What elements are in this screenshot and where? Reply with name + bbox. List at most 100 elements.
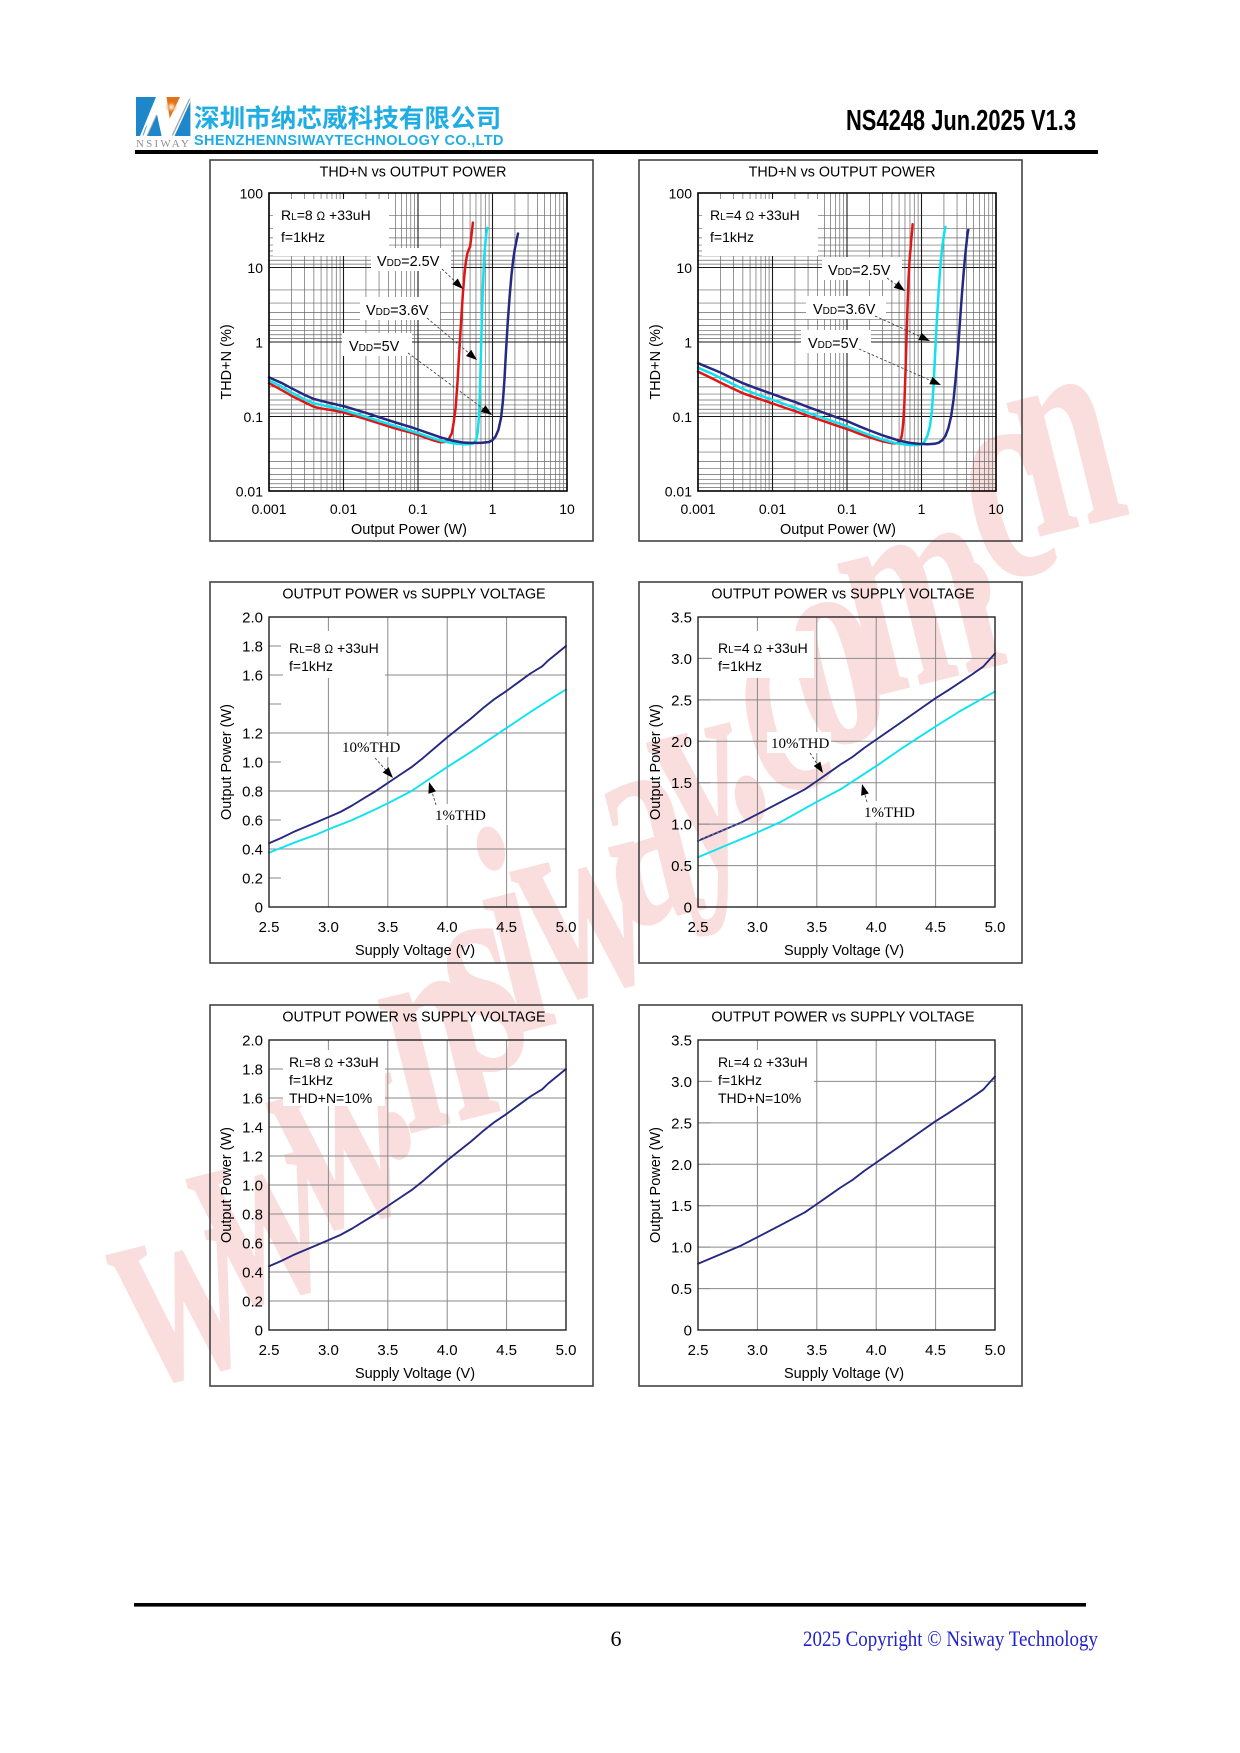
svg-text:f=1kHz: f=1kHz	[718, 1072, 762, 1088]
svg-text:Output Power (W): Output Power (W)	[648, 1127, 664, 1243]
svg-text:RL=8 Ω +33uH: RL=8 Ω +33uH	[281, 207, 371, 223]
svg-text:VDD=5V: VDD=5V	[349, 339, 400, 355]
svg-text:3.0: 3.0	[747, 1342, 768, 1359]
svg-text:1.0: 1.0	[242, 1178, 263, 1195]
svg-text:RL=8 Ω +33uH: RL=8 Ω +33uH	[289, 640, 379, 656]
svg-text:THD+N vs OUTPUT POWER: THD+N vs OUTPUT POWER	[320, 165, 507, 181]
svg-text:0.01: 0.01	[330, 501, 357, 517]
svg-text:0.4: 0.4	[242, 1265, 263, 1282]
svg-text:4.0: 4.0	[437, 919, 458, 936]
svg-text:10%THD: 10%THD	[771, 736, 829, 752]
svg-text:0.01: 0.01	[236, 484, 263, 500]
svg-text:4.5: 4.5	[496, 1342, 517, 1359]
svg-text:4.5: 4.5	[925, 919, 946, 936]
svg-text:2.0: 2.0	[242, 1033, 263, 1050]
svg-text:Supply Voltage (V): Supply Voltage (V)	[784, 943, 904, 959]
svg-text:100: 100	[669, 186, 693, 202]
svg-text:OUTPUT POWER vs SUPPLY VOLTAGE: OUTPUT POWER vs SUPPLY VOLTAGE	[282, 587, 545, 603]
svg-text:1.8: 1.8	[242, 1062, 263, 1079]
svg-text:OUTPUT POWER vs SUPPLY VOLTAGE: OUTPUT POWER vs SUPPLY VOLTAGE	[282, 1010, 545, 1026]
svg-text:5.0: 5.0	[556, 919, 577, 936]
svg-text:NS4248 Jun.2025 V1.3: NS4248 Jun.2025 V1.3	[846, 105, 1076, 137]
svg-text:0.1: 0.1	[408, 501, 428, 517]
svg-text:0.2: 0.2	[242, 1294, 263, 1311]
svg-text:THD+N=10%: THD+N=10%	[289, 1090, 372, 1106]
svg-text:0.01: 0.01	[759, 501, 786, 517]
svg-text:VDD=3.6V: VDD=3.6V	[366, 303, 429, 319]
svg-text:2.0: 2.0	[671, 734, 692, 751]
svg-text:3.5: 3.5	[377, 919, 398, 936]
svg-text:VDD=2.5V: VDD=2.5V	[828, 263, 891, 279]
svg-text:Output Power (W): Output Power (W)	[219, 704, 235, 820]
svg-text:2.5: 2.5	[259, 1342, 280, 1359]
svg-text:VDD=5V: VDD=5V	[808, 336, 859, 352]
svg-text:f=1kHz: f=1kHz	[289, 658, 333, 674]
svg-text:2.0: 2.0	[242, 610, 263, 627]
svg-text:f=1kHz: f=1kHz	[718, 658, 762, 674]
svg-text:1.5: 1.5	[671, 775, 692, 792]
svg-text:2.5: 2.5	[688, 919, 709, 936]
svg-text:RL=4 Ω +33uH: RL=4 Ω +33uH	[710, 207, 800, 223]
svg-text:VDD=2.5V: VDD=2.5V	[377, 254, 440, 270]
svg-text:f=1kHz: f=1kHz	[710, 229, 754, 245]
svg-text:Supply Voltage (V): Supply Voltage (V)	[355, 1366, 475, 1382]
svg-text:Output Power (W): Output Power (W)	[780, 522, 896, 538]
svg-text:Output Power (W): Output Power (W)	[219, 1127, 235, 1243]
svg-text:0.5: 0.5	[671, 1281, 692, 1298]
svg-text:10: 10	[559, 501, 575, 517]
svg-text:2.5: 2.5	[259, 919, 280, 936]
svg-text:0: 0	[684, 900, 692, 917]
svg-text:10%THD: 10%THD	[342, 740, 400, 756]
svg-text:3.5: 3.5	[806, 1342, 827, 1359]
svg-text:1.2: 1.2	[242, 1149, 263, 1166]
svg-text:2.5: 2.5	[671, 692, 692, 709]
svg-text:4.5: 4.5	[925, 1342, 946, 1359]
svg-text:100: 100	[240, 186, 264, 202]
svg-text:THD+N=10%: THD+N=10%	[718, 1090, 801, 1106]
svg-text:0.001: 0.001	[251, 501, 286, 517]
svg-text:1: 1	[489, 501, 497, 517]
svg-text:1.0: 1.0	[242, 755, 263, 772]
svg-text:f=1kHz: f=1kHz	[281, 229, 325, 245]
svg-text:OUTPUT POWER vs SUPPLY VOLTAGE: OUTPUT POWER vs SUPPLY VOLTAGE	[711, 1010, 974, 1026]
svg-text:Output Power (W): Output Power (W)	[648, 704, 664, 820]
svg-text:0.001: 0.001	[680, 501, 715, 517]
svg-text:1%THD: 1%THD	[435, 808, 486, 824]
svg-text:0.8: 0.8	[242, 784, 263, 801]
svg-text:0: 0	[684, 1323, 692, 1340]
svg-text:3.0: 3.0	[747, 919, 768, 936]
svg-text:3.0: 3.0	[671, 1074, 692, 1091]
svg-text:RL=4 Ω +33uH: RL=4 Ω +33uH	[718, 1054, 808, 1070]
svg-text:THD+N (%): THD+N (%)	[648, 324, 664, 399]
svg-text:4.0: 4.0	[866, 1342, 887, 1359]
svg-text:NSIWAY: NSIWAY	[136, 138, 191, 150]
svg-text:3.0: 3.0	[318, 1342, 339, 1359]
svg-text:1.5: 1.5	[671, 1198, 692, 1215]
svg-text:1.8: 1.8	[242, 639, 263, 656]
svg-text:f=1kHz: f=1kHz	[289, 1072, 333, 1088]
svg-text:4.5: 4.5	[496, 919, 517, 936]
svg-text:0.4: 0.4	[242, 842, 263, 859]
svg-text:Supply Voltage (V): Supply Voltage (V)	[355, 943, 475, 959]
svg-text:0.5: 0.5	[671, 858, 692, 875]
svg-text:0.1: 0.1	[244, 409, 264, 425]
svg-text:1.0: 1.0	[671, 817, 692, 834]
svg-text:2.5: 2.5	[688, 1342, 709, 1359]
svg-text:1.6: 1.6	[242, 668, 263, 685]
svg-text:0.1: 0.1	[673, 409, 693, 425]
svg-text:5.0: 5.0	[985, 919, 1006, 936]
svg-text:3.5: 3.5	[806, 919, 827, 936]
svg-text:RL=8 Ω +33uH: RL=8 Ω +33uH	[289, 1054, 379, 1070]
svg-text:RL=4 Ω +33uH: RL=4 Ω +33uH	[718, 640, 808, 656]
svg-text:0.6: 0.6	[242, 813, 263, 830]
svg-text:3.5: 3.5	[671, 1033, 692, 1050]
svg-text:2025 Copyright © Nsiway Techno: 2025 Copyright © Nsiway Technology	[803, 1626, 1098, 1651]
svg-text:1.4: 1.4	[242, 1120, 263, 1137]
svg-text:1.0: 1.0	[671, 1240, 692, 1257]
svg-text:0.2: 0.2	[242, 871, 263, 888]
svg-text:1: 1	[918, 501, 926, 517]
svg-text:5.0: 5.0	[985, 1342, 1006, 1359]
svg-text:0: 0	[255, 1323, 263, 1340]
svg-text:0.8: 0.8	[242, 1207, 263, 1224]
svg-text:4.0: 4.0	[437, 1342, 458, 1359]
